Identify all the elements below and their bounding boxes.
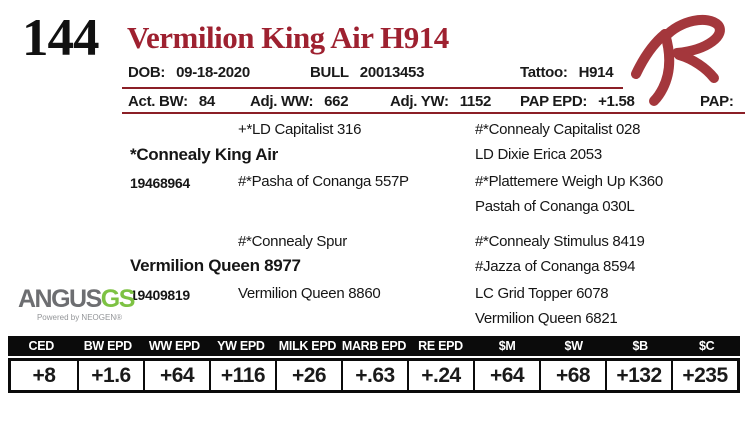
dam-great-4: Vermilion Queen 6821 <box>475 310 618 327</box>
sex-reg-group: BULL 20013453 <box>310 64 424 81</box>
angus-gs-logo: ANGUSGS Powered by NEOGEN® <box>18 285 135 323</box>
adj-ww-group: Adj. WW: 662 <box>250 93 349 110</box>
epd-value-bw: +1.6 <box>77 361 143 390</box>
sex-label: BULL <box>310 64 349 81</box>
epd-value-marb: +.63 <box>341 361 407 390</box>
sire-great-1: #*Connealy Capitalist 028 <box>475 121 641 138</box>
dam-great-3: LC Grid Topper 6078 <box>475 285 609 302</box>
dam-name: Vermilion Queen 8977 <box>130 256 301 275</box>
animal-title: Vermilion King Air H914 <box>127 20 449 55</box>
epd-value-milk: +26 <box>275 361 341 390</box>
epd-value-ced: +8 <box>32 363 56 387</box>
adj-yw-value: 1152 <box>459 93 492 110</box>
epd-header-bw: BW EPD <box>83 339 133 353</box>
sire-reg-number: 19468964 <box>130 175 190 191</box>
adj-ww-label: Adj. WW: <box>250 93 314 110</box>
act-bw-value: 84 <box>198 93 215 110</box>
dob-label: DOB: <box>128 64 166 81</box>
epd-header-dw: $W <box>564 339 583 353</box>
epd-header-milk: MILK EPD <box>278 339 337 353</box>
pap-group: PAP: <box>700 93 745 110</box>
epd-table: CED BW EPD WW EPD YW EPD MILK EPD MARB E… <box>8 336 740 393</box>
sire-grandsire: +*LD Capitalist 316 <box>238 121 362 138</box>
epd-value-dc: +235 <box>671 361 737 390</box>
epd-value-db: +132 <box>605 361 671 390</box>
adj-yw-label: Adj. YW: <box>390 93 449 110</box>
dam-great-2: #Jazza of Conanga 8594 <box>475 258 636 275</box>
epd-header-marb: MARB EPD <box>341 339 407 353</box>
dam-granddam: Vermilion Queen 8860 <box>238 285 381 302</box>
divider-top <box>122 87 623 89</box>
angus-gs-wordmark: ANGUSGS <box>18 285 135 313</box>
epd-header-dm: $M <box>498 339 516 353</box>
adj-ww-value: 662 <box>324 93 349 110</box>
epd-header-yw: YW EPD <box>217 339 265 353</box>
dam-grandsire: #*Connealy Spur <box>238 233 347 250</box>
sire-name: *Connealy King Air <box>130 145 278 164</box>
epd-header-ww: WW EPD <box>148 339 200 353</box>
epd-header-dc: $C <box>699 339 715 353</box>
epd-value-dm: +64 <box>473 361 539 390</box>
tattoo-value: H914 <box>578 64 614 81</box>
divider-bottom <box>122 112 745 114</box>
epd-header-row: CED BW EPD WW EPD YW EPD MILK EPD MARB E… <box>8 336 740 356</box>
epd-header-re: RE EPD <box>418 339 463 353</box>
vermilion-ranch-brand-icon <box>628 12 742 108</box>
sire-great-3: #*Plattemere Weigh Up K360 <box>475 173 663 190</box>
epd-value-ww: +64 <box>143 361 209 390</box>
dob-group: DOB: 09-18-2020 <box>128 64 250 81</box>
epd-value-yw: +116 <box>209 361 275 390</box>
angus-word: ANGUS <box>18 285 102 313</box>
epd-header-db: $B <box>632 339 648 353</box>
pap-epd-value: +1.58 <box>598 93 635 110</box>
adj-yw-group: Adj. YW: 1152 <box>390 93 491 110</box>
sire-great-4: Pastah of Conanga 030L <box>475 198 635 215</box>
neogen-tagline: Powered by NEOGEN® <box>36 313 122 322</box>
registration-number: 20013453 <box>359 64 425 81</box>
pap-epd-label: PAP EPD: <box>520 93 588 110</box>
lot-number: 144 <box>22 9 99 67</box>
tattoo-group: Tattoo: H914 <box>520 64 614 81</box>
dob-value: 09-18-2020 <box>176 64 250 81</box>
epd-value-dw: +68 <box>539 361 605 390</box>
pap-label: PAP: <box>700 93 734 110</box>
act-bw-label: Act. BW: <box>128 93 188 110</box>
tattoo-label: Tattoo: <box>520 64 568 81</box>
dam-great-1: #*Connealy Stimulus 8419 <box>475 233 645 250</box>
epd-header-ced: CED <box>28 339 55 353</box>
dam-reg-number: 19409819 <box>130 287 190 303</box>
sire-great-2: LD Dixie Erica 2053 <box>475 146 602 163</box>
pap-epd-group: PAP EPD: +1.58 <box>520 93 635 110</box>
epd-value-re: +.24 <box>407 361 473 390</box>
act-bw-group: Act. BW: 84 <box>128 93 215 110</box>
gs-word: GS <box>100 285 136 313</box>
info-row-identity: DOB: 09-18-2020 BULL 20013453 Tattoo: H914 <box>122 64 748 82</box>
sire-granddam: #*Pasha of Conanga 557P <box>238 173 409 190</box>
info-row-weights: Act. BW: 84 Adj. WW: 662 Adj. YW: 1152 PAP … <box>122 93 748 111</box>
epd-value-row: +8 +1.6 +64 +116 +26 +.63 +.24 +64 +68 +… <box>8 358 740 393</box>
